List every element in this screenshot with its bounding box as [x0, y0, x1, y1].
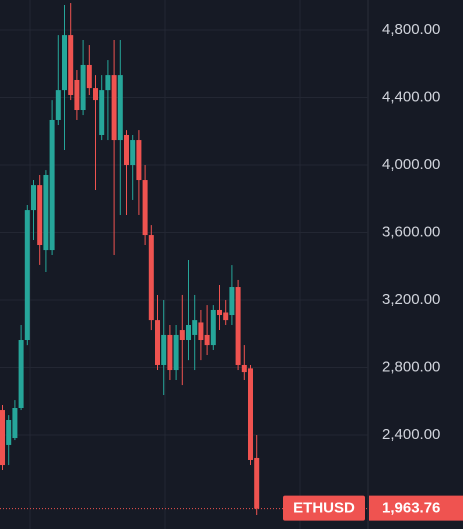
y-tick-label: 2,400.00	[382, 426, 440, 443]
candle-body	[105, 75, 111, 91]
candle-body	[43, 174, 49, 251]
candle-body	[254, 457, 260, 509]
y-tick-label: 4,000.00	[382, 156, 440, 173]
candle-body	[136, 140, 142, 181]
candle-body	[37, 185, 43, 246]
candle-body	[111, 75, 117, 141]
candle-body	[80, 64, 86, 111]
candle-body	[167, 334, 173, 371]
candle-body	[68, 35, 74, 96]
candle-body	[173, 334, 179, 371]
candle-body	[235, 287, 241, 365]
candle-body	[24, 210, 30, 341]
candle-body	[0, 410, 5, 466]
candle-body	[74, 79, 80, 111]
candle-body	[6, 419, 12, 445]
candle-body	[55, 90, 61, 120]
candle-body	[18, 340, 24, 409]
symbol-label-box	[283, 495, 365, 521]
candle-body	[248, 368, 253, 460]
candle-body	[179, 330, 185, 341]
candle-body	[155, 320, 160, 365]
candle-body	[117, 75, 123, 141]
y-tick-label: 4,800.00	[382, 21, 440, 38]
candle-body	[186, 324, 191, 341]
candle-body	[217, 309, 222, 316]
candle-body	[31, 185, 36, 211]
candle-body	[130, 140, 136, 166]
candle-body	[210, 309, 216, 346]
candle-body	[12, 408, 18, 439]
price-label-box	[369, 495, 463, 521]
candle-body	[99, 90, 105, 135]
candle-body	[192, 320, 198, 335]
candle-body	[241, 364, 247, 373]
y-tick-label: 4,400.00	[382, 89, 440, 106]
candle-body	[142, 180, 148, 236]
y-tick-label: 2,800.00	[382, 358, 440, 375]
candle-body	[49, 119, 55, 251]
candle-body	[161, 334, 167, 365]
y-tick-label: 3,200.00	[382, 291, 440, 308]
y-tick-label: 3,600.00	[382, 223, 440, 240]
candle-body	[198, 322, 204, 341]
candle-body	[93, 88, 98, 101]
symbol-label: ETHUSD	[293, 500, 355, 517]
candle-body	[124, 134, 129, 166]
candle-body	[204, 334, 210, 346]
candle-body	[229, 287, 235, 316]
candle-body	[86, 64, 92, 89]
candle-body	[62, 35, 67, 91]
candle-body	[148, 235, 154, 321]
price-label: 1,963.76	[382, 500, 440, 517]
candle-body	[223, 312, 229, 321]
